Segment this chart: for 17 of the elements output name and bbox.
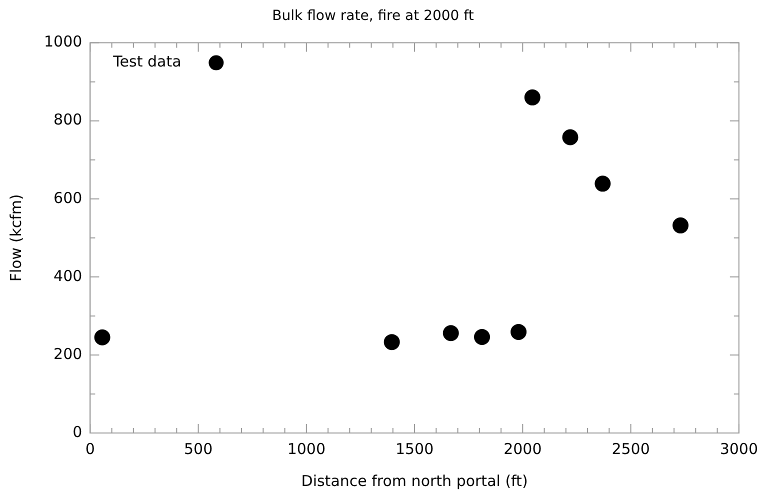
x-tick-label: 2000 bbox=[504, 440, 542, 458]
x-tick-label: 0 bbox=[85, 440, 95, 458]
legend-label: Test data bbox=[112, 52, 182, 71]
y-tick-label: 1000 bbox=[44, 32, 82, 51]
y-tick-label: 800 bbox=[54, 110, 82, 129]
y-tick-label: 400 bbox=[54, 266, 82, 285]
chart-title: Bulk flow rate, fire at 2000 ft bbox=[272, 8, 474, 24]
y-tick-label: 0 bbox=[72, 422, 82, 441]
y-tick-label: 200 bbox=[54, 344, 82, 363]
y-tick-label: 600 bbox=[54, 188, 82, 207]
x-tick-label: 1000 bbox=[287, 440, 326, 458]
x-tick-label: 2500 bbox=[612, 440, 650, 458]
x-tick-label: 3000 bbox=[720, 440, 758, 458]
y-axis-title: Flow (kcfm) bbox=[6, 194, 25, 282]
x-axis-title: Distance from north portal (ft) bbox=[301, 472, 528, 490]
x-tick-label: 500 bbox=[184, 440, 213, 458]
x-tick-label: 1500 bbox=[395, 440, 434, 458]
